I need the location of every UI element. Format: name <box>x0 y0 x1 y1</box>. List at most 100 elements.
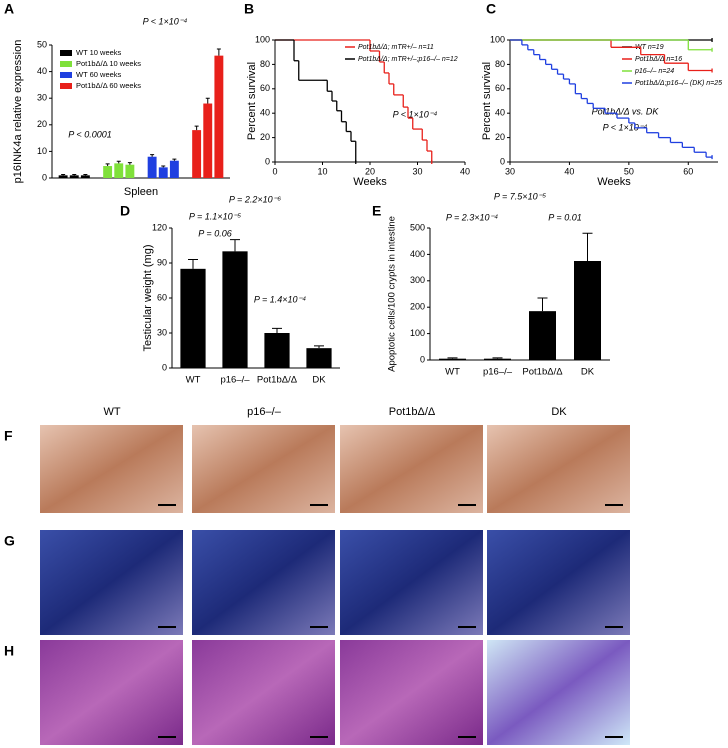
x-tick-label: 40 <box>460 166 470 176</box>
x-tick-label: 30 <box>505 166 515 176</box>
x-tick-label: 10 <box>317 166 327 176</box>
micrograph <box>192 425 335 513</box>
x-tick-label: p16–/– <box>220 375 250 386</box>
x-tick-label: Pot1bΔ/Δ <box>257 375 298 386</box>
bar <box>69 175 79 178</box>
y-tick-label: 60 <box>260 83 270 93</box>
legend-label: WT n=19 <box>635 44 664 51</box>
bar <box>439 358 466 360</box>
panel-label: E <box>372 203 381 219</box>
annotation: P < 1×10⁻⁴ <box>603 122 648 132</box>
micrograph <box>192 640 335 745</box>
bar <box>58 175 68 178</box>
y-tick-label: 0 <box>42 172 47 182</box>
micrograph <box>40 640 183 745</box>
panel-label: H <box>4 643 14 659</box>
legend-label: WT 10 weeks <box>76 48 122 57</box>
error-bar <box>172 158 177 161</box>
bar <box>264 333 290 368</box>
y-tick-label: 100 <box>255 34 270 44</box>
panel-label: A <box>4 1 14 17</box>
x-axis-label: Weeks <box>597 176 631 188</box>
x-tick-label: Pot1bΔ/Δ <box>522 367 563 378</box>
error-bar <box>582 232 593 261</box>
annotation: P < 1×10⁻⁴ <box>143 16 188 26</box>
y-tick-label: 60 <box>495 83 505 93</box>
panel-label: B <box>244 1 254 17</box>
x-tick-label: p16–/– <box>483 367 513 378</box>
x-tick-label: 40 <box>564 166 574 176</box>
x-tick-label: 0 <box>272 166 277 176</box>
annotation: P = 1.1×10⁻⁵ <box>189 211 241 221</box>
error-bar <box>188 259 198 269</box>
error-bar <box>272 327 282 333</box>
micrograph <box>487 530 630 635</box>
micrograph <box>487 425 630 513</box>
bar <box>147 156 157 178</box>
column-label: WT <box>103 406 120 418</box>
micrograph <box>40 530 183 635</box>
x-tick-label: 60 <box>683 166 693 176</box>
y-tick-label: 120 <box>152 222 167 232</box>
y-tick-label: 500 <box>410 222 425 232</box>
bar <box>114 163 124 178</box>
x-tick-label: 30 <box>412 166 422 176</box>
error-bar <box>61 174 66 176</box>
legend-label: Pot1bΔ/Δ; mTR+/–;p16–/– n=12 <box>358 56 458 63</box>
bar <box>484 358 511 360</box>
annotation: P = 2.3×10⁻⁴ <box>446 212 498 222</box>
error-bar <box>116 160 121 164</box>
y-tick-label: 100 <box>410 328 425 338</box>
bar <box>192 130 202 178</box>
legend-label: Pot1bΔ/Δ 60 weeks <box>76 81 141 90</box>
bar <box>306 348 332 368</box>
annotation: P = 0.06 <box>198 228 231 238</box>
x-tick-label: WT <box>186 375 201 386</box>
y-tick-label: 0 <box>265 156 270 166</box>
error-bar <box>537 297 548 312</box>
error-bar <box>105 163 110 167</box>
legend-swatch <box>60 72 72 78</box>
error-bar <box>194 125 199 131</box>
column-label: DK <box>551 406 567 418</box>
y-tick-label: 80 <box>260 59 270 69</box>
x-axis-label: Weeks <box>353 176 387 188</box>
bar <box>222 251 248 368</box>
x-axis-label: Spleen <box>124 186 158 198</box>
panel-label: C <box>486 1 496 17</box>
legend-label: Pot1bΔ/Δ 10 weeks <box>76 59 141 68</box>
annotation: P < 1×10⁻⁴ <box>393 109 438 119</box>
annotation: P = 0.01 <box>548 212 581 222</box>
legend-label: Pot1bΔ/Δ;p16–/– (DK) n=25 <box>635 80 722 87</box>
y-tick-label: 100 <box>490 34 505 44</box>
micrograph <box>340 530 483 635</box>
legend-label: p16–/– n=24 <box>634 68 674 75</box>
micrograph <box>340 640 483 745</box>
bar <box>80 175 90 178</box>
y-axis-label: Percent survival <box>246 62 258 140</box>
x-tick-label: 50 <box>624 166 634 176</box>
legend-label: Pot1bΔ/Δ; mTR+/– n=11 <box>358 44 434 51</box>
error-bar <box>314 345 324 349</box>
micrograph <box>340 425 483 513</box>
x-tick-label: DK <box>312 375 326 386</box>
error-bar <box>205 97 210 104</box>
y-tick-label: 200 <box>410 302 425 312</box>
y-axis-label: Percent survival <box>481 62 493 140</box>
error-bar <box>83 174 88 176</box>
y-tick-label: 80 <box>495 59 505 69</box>
micrograph <box>192 530 335 635</box>
micrograph <box>487 640 630 745</box>
error-bar <box>161 165 166 168</box>
annotation: P = 1.4×10⁻⁴ <box>254 294 306 304</box>
annotation: Pot1bΔ/Δ vs. DK <box>592 106 660 116</box>
y-tick-label: 300 <box>410 275 425 285</box>
annotation: P < 0.0001 <box>68 129 111 139</box>
y-tick-label: 50 <box>37 39 47 49</box>
legend-label: Pot1bΔ/Δ n=16 <box>635 56 682 63</box>
bar <box>158 167 168 178</box>
y-tick-label: 20 <box>37 119 47 129</box>
bar <box>214 55 224 178</box>
panel-label: G <box>4 533 15 549</box>
error-bar <box>127 162 132 165</box>
